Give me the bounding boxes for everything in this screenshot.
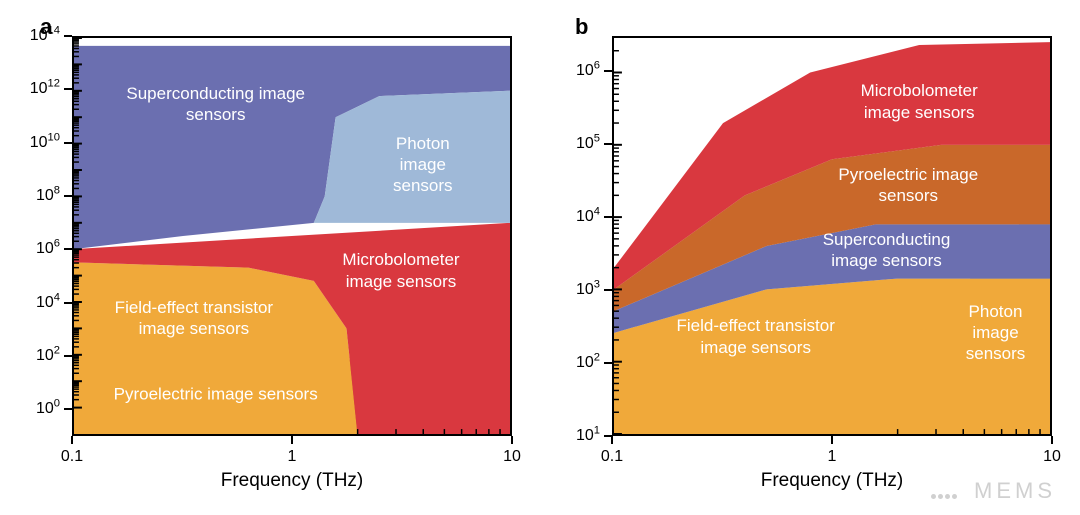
xtick xyxy=(1051,436,1053,444)
ytick xyxy=(604,143,612,145)
panel-b-xlabel: Frequency (THz) xyxy=(761,470,904,492)
ytick xyxy=(64,142,72,144)
ytick xyxy=(64,195,72,197)
ytick-label: 100 xyxy=(36,400,60,418)
panel-b-label: b xyxy=(575,14,588,40)
ytick xyxy=(604,289,612,291)
panel-b: Space-bandwidth product Frequency (THz) … xyxy=(612,36,1052,436)
panel-b-xticks: 0.1110 xyxy=(612,436,1052,444)
panel-a-svg xyxy=(74,38,510,434)
panel-b-plot: Photon imagesensorsField-effect transist… xyxy=(612,36,1052,436)
figure: a b Sensitivity (a.u.) Frequency (THz) 1… xyxy=(0,0,1080,515)
xtick-label: 0.1 xyxy=(601,448,623,466)
xtick xyxy=(511,436,513,444)
ytick-label: 104 xyxy=(576,208,600,226)
ytick-label: 105 xyxy=(576,135,600,153)
ytick xyxy=(604,216,612,218)
panel-a-plot: Pyroelectric image sensorsField-effect t… xyxy=(72,36,512,436)
xtick-label: 1 xyxy=(828,448,837,466)
region-field_effect xyxy=(74,262,357,434)
ytick xyxy=(604,70,612,72)
ytick-label: 108 xyxy=(36,187,60,205)
watermark-text: MEMS xyxy=(974,478,1056,503)
xtick xyxy=(291,436,293,444)
ytick-label: 102 xyxy=(576,354,600,372)
ytick-label: 106 xyxy=(36,240,60,258)
ytick-label: 101 xyxy=(576,427,600,445)
xtick xyxy=(611,436,613,444)
ytick xyxy=(604,362,612,364)
panel-a-xlabel: Frequency (THz) xyxy=(221,470,364,492)
ytick xyxy=(64,248,72,250)
xtick xyxy=(831,436,833,444)
ytick xyxy=(64,35,72,37)
panel-b-yticks: 101102103104105106 xyxy=(604,36,612,436)
watermark-dots xyxy=(930,479,958,505)
xtick-label: 10 xyxy=(1043,448,1061,466)
panel-a-yticks: 100102104106108101010121014 xyxy=(64,36,72,436)
ytick-label: 103 xyxy=(576,281,600,299)
panel-a: Sensitivity (a.u.) Frequency (THz) 10010… xyxy=(72,36,512,436)
panel-a-xticks: 0.1110 xyxy=(72,436,512,444)
ytick xyxy=(64,302,72,304)
watermark: MEMS xyxy=(930,478,1056,505)
ytick-label: 102 xyxy=(36,347,60,365)
ytick xyxy=(64,355,72,357)
ytick xyxy=(64,88,72,90)
ytick-label: 1014 xyxy=(30,27,60,45)
ytick-label: 104 xyxy=(36,294,60,312)
xtick-label: 10 xyxy=(503,448,521,466)
xtick xyxy=(71,436,73,444)
xtick-label: 1 xyxy=(288,448,297,466)
panel-b-svg xyxy=(614,38,1050,434)
ytick xyxy=(64,408,72,410)
ytick-label: 1012 xyxy=(30,80,60,98)
xtick-label: 0.1 xyxy=(61,448,83,466)
ytick-label: 1010 xyxy=(30,134,60,152)
ytick-label: 106 xyxy=(576,62,600,80)
